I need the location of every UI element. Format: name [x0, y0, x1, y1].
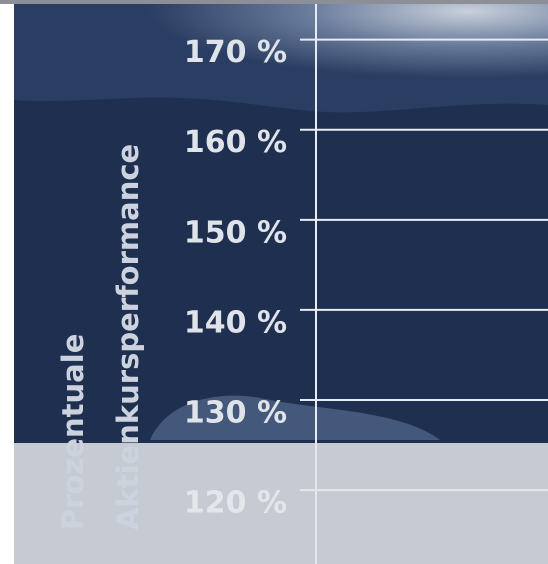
rock-decoration: [150, 395, 440, 440]
y-tick-label: 150 %: [184, 215, 287, 250]
y-tick-label: 130 %: [184, 396, 287, 431]
sky-decoration: [14, 0, 548, 113]
top-border: [0, 0, 548, 4]
y-tick-label: 170 %: [184, 35, 287, 70]
y-axis-label: Aktienkursperformance: [111, 144, 145, 530]
y-tick-label: 160 %: [184, 125, 287, 160]
y-tick-label: 140 %: [184, 305, 287, 340]
bottom-overlay: [14, 443, 548, 564]
y-axis-label: Prozentuale: [56, 334, 90, 530]
